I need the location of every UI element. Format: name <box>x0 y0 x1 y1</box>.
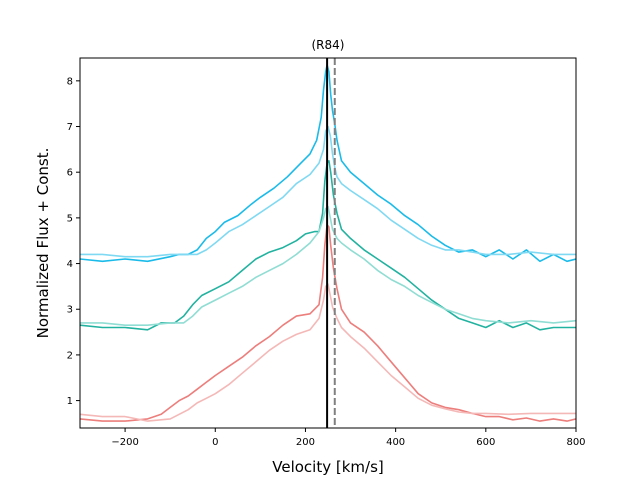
series-line-bottom-dark <box>80 223 576 422</box>
x-tick-label: 200 <box>296 437 315 448</box>
y-tick-label: 6 <box>67 168 73 179</box>
x-tick-label: 800 <box>566 437 585 448</box>
vline-layer <box>326 58 336 428</box>
y-axis-label: Normalized Flux + Const. <box>34 148 52 339</box>
x-tick-label: 400 <box>386 437 405 448</box>
series-line-mid-dark <box>80 160 576 331</box>
plot-frame <box>79 57 577 429</box>
y-tick-label: 8 <box>67 76 73 87</box>
x-tick-label: 0 <box>212 437 218 448</box>
y-tick-label: 3 <box>67 305 73 316</box>
y-tick-label: 7 <box>67 122 73 133</box>
y-tick-label: 5 <box>67 213 73 224</box>
series-line-top-light <box>80 125 576 258</box>
y-tick-label: 1 <box>67 396 73 407</box>
chart-title: (R84) <box>312 38 345 52</box>
y-tick-label: 2 <box>67 350 73 361</box>
tick-layer: −200 0 200 400 600 800 1 2 3 4 5 6 7 8 <box>67 76 586 448</box>
x-tick-label: 600 <box>476 437 495 448</box>
x-tick-label: −200 <box>111 437 138 448</box>
x-axis-label: Velocity [km/s] <box>272 458 383 476</box>
y-tick-label: 4 <box>67 259 73 270</box>
